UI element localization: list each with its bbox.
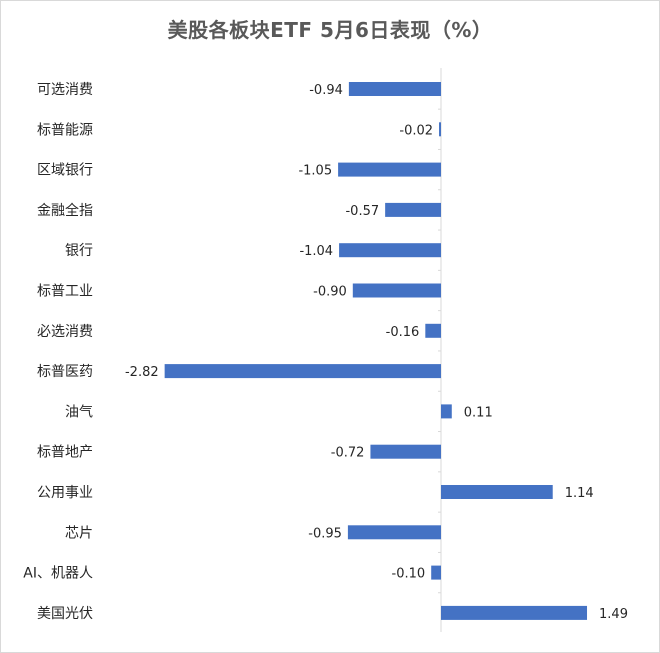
data-label: 1.14: [565, 486, 594, 501]
bar: [441, 485, 553, 499]
bar: [347, 525, 441, 540]
chart-title: 美股各板块ETF 5月6日表现（%）: [167, 18, 493, 42]
data-label: -0.10: [392, 567, 426, 582]
bar: [338, 162, 441, 177]
category-label: 标普工业: [37, 284, 93, 300]
category-label: 美国光伏: [37, 606, 93, 622]
bar: [385, 202, 441, 217]
data-label: 1.49: [599, 607, 628, 622]
category-label: 油气: [65, 404, 93, 420]
category-label: 芯片: [65, 525, 93, 541]
data-label: -0.57: [345, 204, 379, 219]
category-label: 标普医药: [37, 364, 93, 380]
bar: [164, 364, 441, 379]
data-label: -1.05: [298, 164, 332, 179]
category-label: 区域银行: [37, 163, 93, 179]
category-label: AI、机器人: [23, 566, 93, 582]
bar: [352, 283, 441, 298]
category-label: 必选消费: [37, 324, 93, 340]
data-label: -0.94: [309, 83, 343, 98]
data-label: -2.82: [125, 365, 159, 380]
data-label: 0.11: [464, 405, 493, 420]
bar: [425, 323, 441, 338]
category-label: 金融全指: [37, 202, 93, 219]
category-label: 标普能源: [37, 122, 93, 138]
bar: [431, 565, 441, 580]
bar: [339, 243, 441, 258]
data-label: -1.04: [299, 244, 333, 259]
category-label: 可选消费: [37, 82, 93, 98]
category-label: 公用事业: [37, 485, 93, 501]
data-label: -0.16: [386, 325, 420, 340]
bar: [441, 404, 452, 419]
category-label: 标普地产: [37, 445, 93, 461]
bar: [439, 122, 441, 137]
bar: [441, 605, 588, 620]
data-label: -0.90: [313, 285, 347, 300]
data-label: -0.72: [331, 446, 365, 461]
bar: [348, 82, 441, 96]
data-label: -0.02: [399, 123, 433, 138]
bar: [370, 444, 441, 459]
category-label: 银行: [65, 243, 93, 259]
data-label: -0.95: [308, 526, 342, 541]
